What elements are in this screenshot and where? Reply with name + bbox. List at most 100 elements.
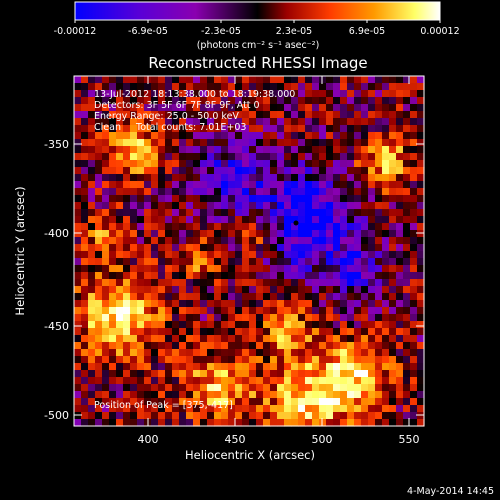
image-pixel — [95, 398, 103, 406]
image-pixel — [284, 181, 292, 189]
image-pixel — [368, 342, 376, 350]
image-pixel — [333, 209, 341, 217]
image-pixel — [305, 76, 313, 84]
image-pixel — [193, 146, 201, 154]
image-pixel — [207, 160, 215, 168]
image-pixel — [312, 83, 320, 91]
image-pixel — [228, 342, 236, 350]
image-pixel — [382, 286, 390, 294]
image-pixel — [235, 202, 243, 210]
image-pixel — [88, 237, 96, 245]
image-pixel — [144, 272, 152, 280]
image-pixel — [382, 419, 390, 427]
image-pixel — [403, 146, 411, 154]
image-pixel — [235, 363, 243, 371]
image-pixel — [298, 419, 306, 427]
image-pixel — [277, 188, 285, 196]
image-pixel — [102, 349, 110, 357]
image-pixel — [354, 398, 362, 406]
image-pixel — [102, 286, 110, 294]
image-pixel — [375, 405, 383, 413]
image-pixel — [249, 412, 257, 420]
image-pixel — [137, 265, 145, 273]
image-pixel — [284, 223, 292, 231]
image-pixel — [165, 97, 173, 105]
image-pixel — [123, 321, 131, 329]
image-pixel — [235, 356, 243, 364]
image-pixel — [305, 216, 313, 224]
image-pixel — [263, 153, 271, 161]
image-pixel — [130, 146, 138, 154]
image-pixel — [102, 356, 110, 364]
image-pixel — [165, 174, 173, 182]
image-pixel — [130, 209, 138, 217]
image-pixel — [403, 321, 411, 329]
image-pixel — [144, 223, 152, 231]
image-pixel — [298, 174, 306, 182]
image-pixel — [235, 118, 243, 126]
image-pixel — [305, 335, 313, 343]
image-pixel — [158, 195, 166, 203]
image-pixel — [389, 216, 397, 224]
image-pixel — [109, 202, 117, 210]
image-pixel — [151, 391, 159, 399]
image-pixel — [417, 265, 425, 273]
image-pixel — [109, 342, 117, 350]
image-pixel — [95, 139, 103, 147]
image-pixel — [200, 181, 208, 189]
image-pixel — [242, 223, 250, 231]
image-pixel — [382, 97, 390, 105]
image-pixel — [368, 132, 376, 140]
image-pixel — [74, 328, 82, 336]
image-pixel — [88, 419, 96, 427]
image-pixel — [410, 251, 418, 259]
image-pixel — [277, 272, 285, 280]
image-pixel — [277, 356, 285, 364]
annotation-clean-counts: Clean Total counts: 7.01E+03 — [94, 122, 246, 133]
image-pixel — [144, 279, 152, 287]
image-pixel — [235, 181, 243, 189]
image-pixel — [123, 83, 131, 91]
image-pixel — [326, 118, 334, 126]
image-pixel — [305, 125, 313, 133]
image-pixel — [186, 405, 194, 413]
image-pixel — [123, 384, 131, 392]
image-pixel — [109, 118, 117, 126]
image-pixel — [410, 363, 418, 371]
image-pixel — [214, 258, 222, 266]
image-pixel — [305, 405, 313, 413]
image-pixel — [144, 398, 152, 406]
image-pixel — [228, 328, 236, 336]
image-pixel — [298, 405, 306, 413]
image-pixel — [368, 391, 376, 399]
image-pixel — [172, 370, 180, 378]
image-pixel — [151, 363, 159, 371]
image-pixel — [123, 237, 131, 245]
image-pixel — [151, 265, 159, 273]
image-pixel — [144, 363, 152, 371]
image-pixel — [382, 90, 390, 98]
image-pixel — [263, 391, 271, 399]
image-pixel — [333, 104, 341, 112]
image-pixel — [221, 349, 229, 357]
image-pixel — [123, 328, 131, 336]
image-pixel — [158, 125, 166, 133]
image-pixel — [326, 293, 334, 301]
image-pixel — [102, 195, 110, 203]
image-pixel — [368, 307, 376, 315]
image-pixel — [354, 216, 362, 224]
image-pixel — [312, 328, 320, 336]
image-pixel — [410, 216, 418, 224]
image-pixel — [361, 307, 369, 315]
image-pixel — [144, 195, 152, 203]
image-pixel — [158, 391, 166, 399]
image-pixel — [368, 216, 376, 224]
image-pixel — [382, 356, 390, 364]
image-pixel — [95, 223, 103, 231]
image-pixel — [284, 111, 292, 119]
image-pixel — [298, 258, 306, 266]
image-pixel — [270, 153, 278, 161]
image-pixel — [326, 132, 334, 140]
image-pixel — [172, 286, 180, 294]
image-pixel — [200, 174, 208, 182]
